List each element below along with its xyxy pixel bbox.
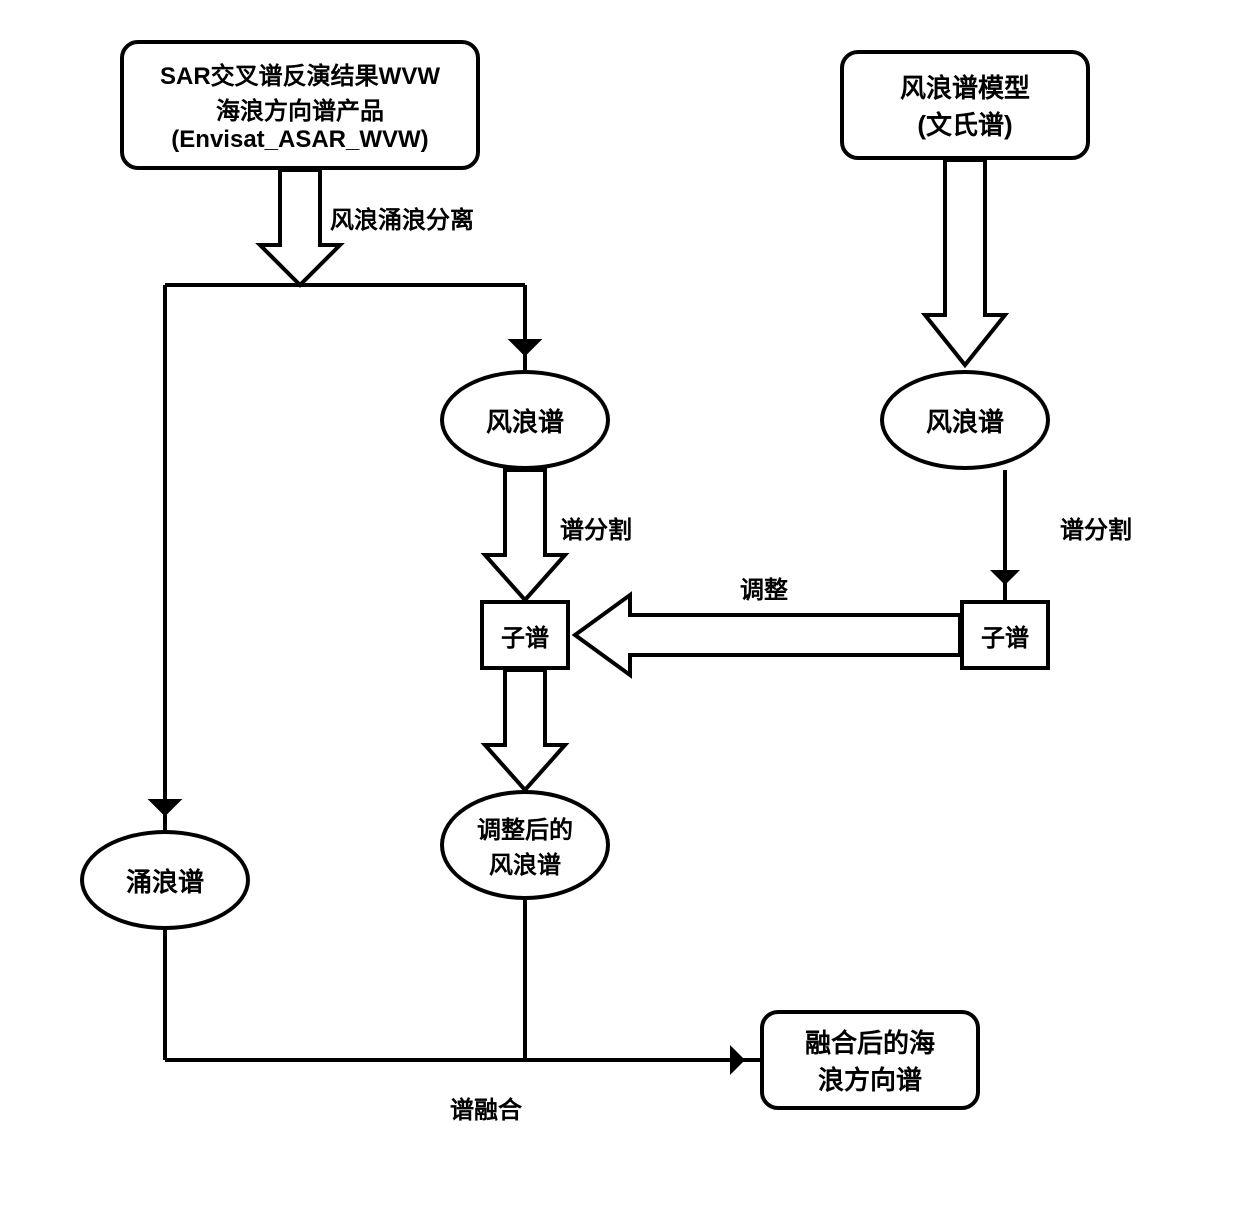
subspec-left-box: 子谱 (480, 600, 570, 670)
model-input-box: 风浪谱模型 (文氏谱) (840, 50, 1090, 160)
adjusted-line2: 风浪谱 (477, 845, 573, 880)
connector-layer (0, 0, 1240, 1230)
model-line2: (文氏谱) (900, 105, 1030, 142)
fused-line2: 浪方向谱 (805, 1060, 935, 1097)
sar-line3: (Envisat_ASAR_WVW) (160, 126, 440, 154)
windsea-right-ellipse: 风浪谱 (880, 370, 1050, 470)
subspec-left-text: 子谱 (501, 618, 549, 653)
arrow-model-down (925, 160, 1005, 365)
arrow-subspec-down (485, 670, 565, 790)
label-split-right: 谱分割 (1060, 510, 1132, 545)
fuse-lines (165, 900, 760, 1075)
sar-line2: 海浪方向谱产品 (160, 91, 440, 126)
arrow-sar-down (260, 170, 340, 285)
swell-text: 涌浪谱 (126, 862, 204, 899)
model-line1: 风浪谱模型 (900, 68, 1030, 105)
swell-ellipse: 涌浪谱 (80, 830, 250, 930)
windsea-right-text: 风浪谱 (926, 402, 1004, 439)
sar-input-box: SAR交叉谱反演结果WVW 海浪方向谱产品 (Envisat_ASAR_WVW) (120, 40, 480, 170)
fused-output-box: 融合后的海 浪方向谱 (760, 1010, 980, 1110)
subspec-right-text: 子谱 (981, 618, 1029, 653)
label-split-left: 谱分割 (560, 510, 632, 545)
label-fuse: 谱融合 (450, 1090, 522, 1125)
label-adjust: 调整 (740, 570, 788, 605)
line-windsea-right-down (990, 470, 1020, 600)
windsea-left-text: 风浪谱 (486, 402, 564, 439)
label-separation: 风浪涌浪分离 (330, 200, 474, 235)
arrow-windsea-left-down (485, 470, 565, 600)
adjusted-line1: 调整后的 (477, 810, 573, 845)
fused-line1: 融合后的海 (805, 1023, 935, 1060)
arrow-adjust (575, 595, 960, 675)
adjusted-windsea-ellipse: 调整后的 风浪谱 (440, 790, 610, 900)
windsea-left-ellipse: 风浪谱 (440, 370, 610, 470)
sar-line1: SAR交叉谱反演结果WVW (160, 56, 440, 91)
subspec-right-box: 子谱 (960, 600, 1050, 670)
split-lines (150, 285, 540, 830)
